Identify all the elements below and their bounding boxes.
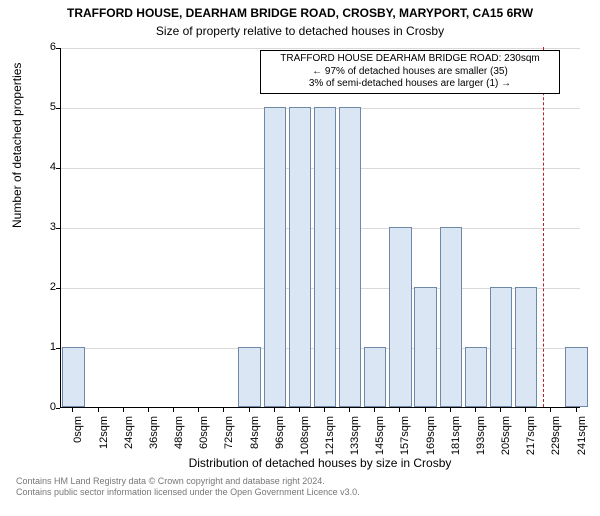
x-tick-mark bbox=[525, 408, 526, 412]
x-tick-mark bbox=[299, 408, 300, 412]
y-tick-mark bbox=[56, 108, 60, 109]
histogram-bar bbox=[490, 287, 512, 407]
x-tick-label: 229sqm bbox=[550, 416, 562, 516]
x-tick-label: 205sqm bbox=[500, 416, 512, 516]
histogram-bar bbox=[238, 347, 260, 407]
x-tick-label: 157sqm bbox=[399, 416, 411, 516]
chart-container: TRAFFORD HOUSE, DEARHAM BRIDGE ROAD, CRO… bbox=[0, 0, 600, 500]
y-tick-label: 3 bbox=[16, 221, 56, 233]
x-tick-label: 108sqm bbox=[299, 416, 311, 516]
histogram-bar bbox=[314, 107, 336, 407]
x-tick-mark bbox=[223, 408, 224, 412]
x-tick-mark bbox=[349, 408, 350, 412]
y-tick-mark bbox=[56, 348, 60, 349]
x-tick-mark bbox=[500, 408, 501, 412]
histogram-bar bbox=[339, 107, 361, 407]
x-tick-mark bbox=[324, 408, 325, 412]
y-tick-mark bbox=[56, 408, 60, 409]
x-tick-label: 241sqm bbox=[576, 416, 588, 516]
x-tick-label: 36sqm bbox=[148, 416, 160, 516]
y-tick-label: 6 bbox=[16, 41, 56, 53]
y-tick-mark bbox=[56, 228, 60, 229]
annotation-line: 3% of semi-detached houses are larger (1… bbox=[265, 78, 555, 91]
x-tick-label: 84sqm bbox=[249, 416, 261, 516]
gridline bbox=[61, 48, 580, 49]
x-tick-label: 181sqm bbox=[450, 416, 462, 516]
histogram-bar bbox=[465, 347, 487, 407]
y-tick-mark bbox=[56, 168, 60, 169]
x-tick-mark bbox=[399, 408, 400, 412]
x-tick-label: 48sqm bbox=[173, 416, 185, 516]
x-tick-mark bbox=[274, 408, 275, 412]
annotation-line: ← 97% of detached houses are smaller (35… bbox=[265, 66, 555, 79]
y-tick-label: 5 bbox=[16, 101, 56, 113]
histogram-bar bbox=[389, 227, 411, 407]
histogram-bar bbox=[264, 107, 286, 407]
x-tick-mark bbox=[550, 408, 551, 412]
x-tick-label: 217sqm bbox=[525, 416, 537, 516]
plot-area bbox=[60, 48, 580, 408]
x-tick-label: 60sqm bbox=[198, 416, 210, 516]
x-tick-label: 72sqm bbox=[223, 416, 235, 516]
histogram-bar bbox=[62, 347, 84, 407]
y-axis-label: Number of detached properties bbox=[10, 63, 24, 228]
x-tick-label: 193sqm bbox=[475, 416, 487, 516]
x-tick-label: 145sqm bbox=[374, 416, 386, 516]
x-tick-mark bbox=[72, 408, 73, 412]
y-tick-label: 2 bbox=[16, 281, 56, 293]
x-tick-mark bbox=[475, 408, 476, 412]
x-tick-label: 0sqm bbox=[72, 416, 84, 516]
x-tick-mark bbox=[148, 408, 149, 412]
y-tick-label: 0 bbox=[16, 401, 56, 413]
x-tick-label: 121sqm bbox=[324, 416, 336, 516]
x-tick-label: 96sqm bbox=[274, 416, 286, 516]
x-tick-mark bbox=[123, 408, 124, 412]
x-tick-label: 133sqm bbox=[349, 416, 361, 516]
histogram-bar bbox=[289, 107, 311, 407]
x-tick-label: 12sqm bbox=[98, 416, 110, 516]
x-tick-mark bbox=[249, 408, 250, 412]
chart-title: TRAFFORD HOUSE, DEARHAM BRIDGE ROAD, CRO… bbox=[0, 6, 600, 20]
x-tick-label: 169sqm bbox=[425, 416, 437, 516]
annotation-box: TRAFFORD HOUSE DEARHAM BRIDGE ROAD: 230s… bbox=[260, 50, 560, 94]
x-tick-mark bbox=[450, 408, 451, 412]
histogram-bar bbox=[414, 287, 436, 407]
histogram-bar bbox=[565, 347, 587, 407]
chart-subtitle: Size of property relative to detached ho… bbox=[0, 24, 600, 38]
x-tick-label: 24sqm bbox=[123, 416, 135, 516]
y-tick-mark bbox=[56, 288, 60, 289]
histogram-bar bbox=[440, 227, 462, 407]
histogram-bar bbox=[515, 287, 537, 407]
x-tick-mark bbox=[173, 408, 174, 412]
y-tick-label: 4 bbox=[16, 161, 56, 173]
x-tick-mark bbox=[98, 408, 99, 412]
x-tick-mark bbox=[576, 408, 577, 412]
x-tick-mark bbox=[425, 408, 426, 412]
histogram-bar bbox=[364, 347, 386, 407]
x-tick-mark bbox=[198, 408, 199, 412]
highlight-line bbox=[543, 47, 544, 407]
y-tick-mark bbox=[56, 48, 60, 49]
annotation-line: TRAFFORD HOUSE DEARHAM BRIDGE ROAD: 230s… bbox=[265, 53, 555, 66]
x-tick-mark bbox=[374, 408, 375, 412]
y-tick-label: 1 bbox=[16, 341, 56, 353]
